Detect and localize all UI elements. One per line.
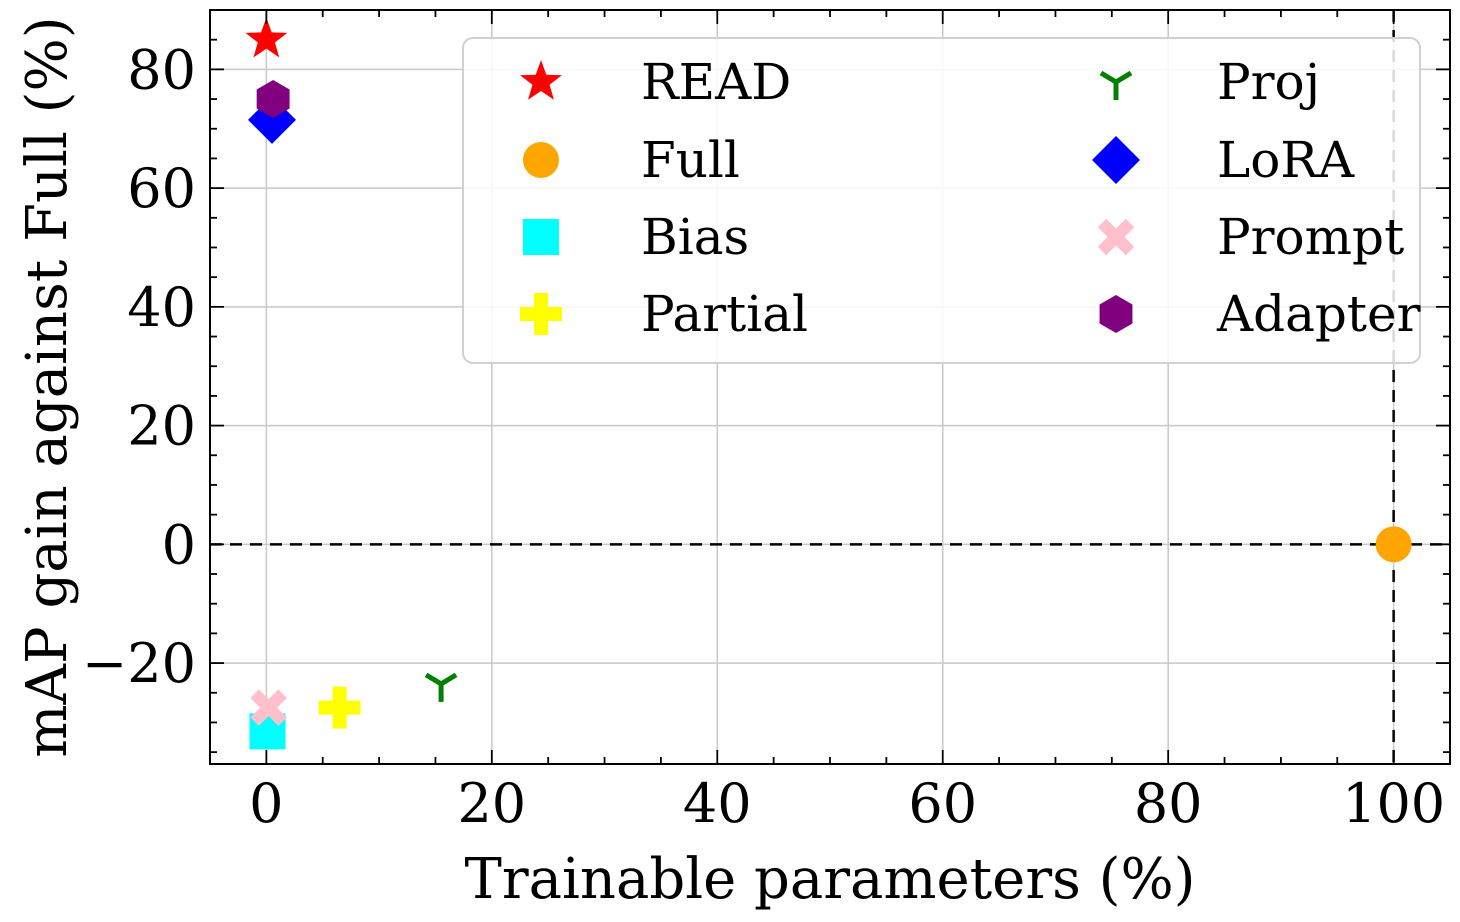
legend-label: Full xyxy=(641,131,740,189)
y-tick-label: 0 xyxy=(162,513,196,576)
legend-item-bias: Bias xyxy=(523,208,749,266)
legend-item-lora: LoRA xyxy=(1092,131,1355,189)
x-tick-label: 40 xyxy=(683,772,752,835)
legend-label: READ xyxy=(641,53,791,111)
y-tick-label: 60 xyxy=(127,157,196,220)
legend-marker-partial xyxy=(520,293,562,335)
x-tick-labels: 0 20 40 60 80 100 xyxy=(249,772,1445,835)
x-tick-label: 0 xyxy=(249,772,283,835)
y-tick-labels: −20 0 20 40 60 80 xyxy=(82,38,196,695)
y-tick-label: 40 xyxy=(127,276,196,339)
axis-ticks xyxy=(209,9,1451,764)
legend-item-proj: Proj xyxy=(1099,53,1320,111)
legend-label: Proj xyxy=(1217,53,1320,111)
legend-label: LoRA xyxy=(1217,131,1355,189)
y-tick-label: 20 xyxy=(127,395,196,458)
legend-item-full: Full xyxy=(523,131,740,189)
x-tick-label: 80 xyxy=(1134,772,1203,835)
y-tick-label: −20 xyxy=(82,632,196,695)
point-proj xyxy=(424,672,458,702)
legend-marker-adapter xyxy=(1099,295,1133,333)
y-tick-label: 80 xyxy=(127,38,196,101)
legend-marker-proj xyxy=(1099,70,1133,100)
x-tick-label: 100 xyxy=(1342,772,1445,835)
legend-item-prompt: Prompt xyxy=(1097,208,1404,266)
legend-label: Adapter xyxy=(1216,285,1421,343)
legend-marker-prompt xyxy=(1097,218,1135,256)
legend-label: Partial xyxy=(641,285,808,343)
y-axis-label: mAP gain against Full (%) xyxy=(15,16,80,757)
point-prompt xyxy=(250,689,287,726)
legend-box xyxy=(462,37,1421,364)
legend-label: Bias xyxy=(641,208,749,266)
legend-item-adapter: Adapter xyxy=(1099,285,1421,343)
legend-item-read: READ xyxy=(520,53,791,111)
point-read xyxy=(245,17,288,58)
point-partial xyxy=(318,686,361,729)
legend-item-partial: Partial xyxy=(520,285,808,343)
legend-label: Prompt xyxy=(1217,208,1404,266)
legend-marker-bias xyxy=(523,219,559,255)
x-tick-label: 60 xyxy=(908,772,977,835)
point-full xyxy=(1375,526,1412,563)
legend-marker-full xyxy=(523,142,559,178)
x-axis-label: Trainable parameters (%) xyxy=(464,847,1195,912)
legend-marker-read xyxy=(520,60,562,100)
x-tick-label: 20 xyxy=(457,772,526,835)
point-adapter xyxy=(256,80,290,119)
legend-marker-lora xyxy=(1092,136,1140,184)
data-points xyxy=(245,17,1412,750)
legend: READ Full Bias Partial Proj LoRA Prompt Adapter xyxy=(462,37,1421,364)
